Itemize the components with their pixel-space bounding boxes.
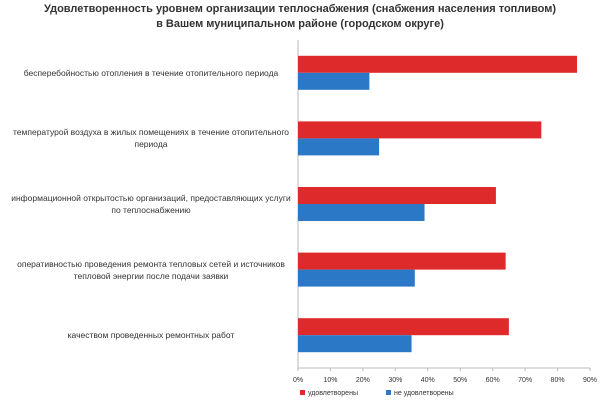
bar xyxy=(298,269,415,287)
y-tick-label: бесперебойностью отопления в течение ото… xyxy=(23,67,279,78)
bar xyxy=(298,55,578,73)
x-tick-label: 10% xyxy=(323,377,337,384)
x-tick-label: 50% xyxy=(453,377,467,384)
legend-swatch xyxy=(385,390,391,395)
bar xyxy=(298,138,380,156)
x-tick-label: 20% xyxy=(356,377,370,384)
y-tick-label: оперативностью проведения ремонта теплов… xyxy=(17,258,285,281)
legend-swatch xyxy=(300,390,305,395)
x-tick-label: 80% xyxy=(551,377,565,384)
bar xyxy=(298,204,425,221)
legend-label: не удовлетворены xyxy=(394,390,454,397)
bar xyxy=(298,252,506,270)
legend-label: удовлетворены xyxy=(308,390,358,397)
bar xyxy=(298,318,509,336)
bar xyxy=(298,121,542,139)
y-tick-label: температурой воздуха в жилых помещениях … xyxy=(13,127,289,150)
bar xyxy=(298,335,412,353)
x-tick-label: 30% xyxy=(388,377,402,384)
chart-title: Удовлетворенность уровнем организации те… xyxy=(43,3,557,30)
y-tick-label: информационной открытостью организаций, … xyxy=(11,193,291,215)
bar xyxy=(298,72,370,90)
x-tick-label: 90% xyxy=(583,377,597,384)
x-tick-label: 0% xyxy=(293,377,303,384)
x-tick-label: 60% xyxy=(486,377,500,384)
bar xyxy=(298,187,496,204)
x-tick-label: 40% xyxy=(421,377,435,384)
y-tick-label: качеством проведенных ремонтных работ xyxy=(67,330,235,341)
x-tick-label: 70% xyxy=(518,377,532,384)
